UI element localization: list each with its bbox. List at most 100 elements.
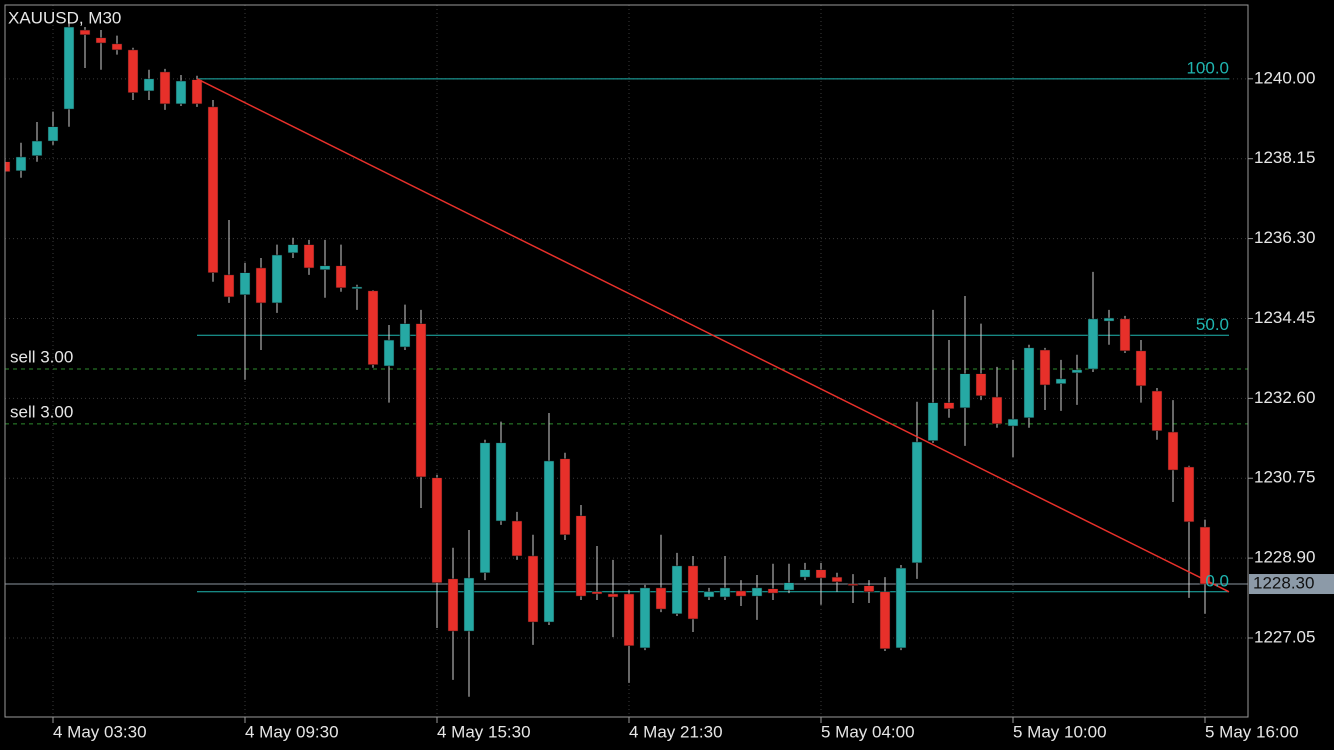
candle-body[interactable] (463, 577, 475, 632)
candle-body[interactable] (143, 78, 155, 92)
candle-body[interactable] (623, 593, 635, 647)
candle-body[interactable] (751, 587, 763, 597)
candle-body[interactable] (847, 583, 859, 586)
y-tick-label: 1234.45 (1254, 308, 1315, 327)
candle-body[interactable] (15, 156, 27, 172)
order-label: sell 3.00 (10, 402, 73, 421)
candle-body[interactable] (575, 515, 587, 597)
x-tick-label: 4 May 15:30 (437, 722, 531, 741)
candle-body[interactable] (511, 520, 523, 557)
x-tick-label: 4 May 21:30 (629, 722, 723, 741)
candle-body[interactable] (399, 323, 411, 348)
y-tick-label: 1232.60 (1254, 388, 1315, 407)
candle-body[interactable] (303, 244, 315, 269)
candle-body[interactable] (783, 582, 795, 591)
candle-body[interactable] (559, 458, 571, 536)
candle-body[interactable] (31, 140, 43, 156)
candle-body[interactable] (719, 587, 731, 598)
candle-body[interactable] (607, 593, 619, 598)
candle-body[interactable] (1199, 526, 1211, 585)
order-label: sell 3.00 (10, 347, 73, 366)
current-price-label: 1228.30 (1253, 573, 1314, 592)
axes: 1227.05 1228.90 1230.75 1232.60 1234.45 1236.… (10, 58, 1334, 741)
candle-body[interactable] (63, 26, 75, 110)
candle-body[interactable] (239, 272, 251, 295)
x-tick-label: 4 May 03:30 (53, 722, 147, 741)
candle-body[interactable] (543, 460, 555, 623)
candle-body[interactable] (431, 477, 443, 583)
candle-body[interactable] (319, 265, 331, 270)
candle-body[interactable] (815, 569, 827, 579)
candle-body[interactable] (175, 80, 187, 105)
plot-frame (4, 4, 1249, 718)
fibo-level-label: 0.0 (1205, 571, 1229, 590)
y-tick-label: 1240.00 (1254, 68, 1315, 87)
candle-body[interactable] (447, 578, 459, 632)
candle-body[interactable] (831, 576, 843, 583)
candle-body[interactable] (591, 591, 603, 595)
candle-body[interactable] (495, 442, 507, 522)
candle-body[interactable] (351, 286, 363, 289)
fibo-trend-line[interactable] (196, 78, 1230, 593)
candle-body[interactable] (79, 29, 91, 36)
candle-body[interactable] (1119, 318, 1131, 352)
candle-body[interactable] (95, 37, 107, 44)
candle-body[interactable] (1167, 431, 1179, 471)
x-tick-label: 4 May 09:30 (245, 722, 339, 741)
candle-body[interactable] (735, 590, 747, 597)
candle-body[interactable] (703, 591, 715, 598)
candle-body[interactable] (367, 290, 379, 365)
plot-area[interactable] (0, 19, 1248, 697)
candle-body[interactable] (1087, 318, 1099, 370)
candle-body[interactable] (1151, 390, 1163, 431)
candle-body[interactable] (1071, 369, 1083, 374)
candle-body[interactable] (287, 244, 299, 254)
candle-body[interactable] (975, 373, 987, 397)
candle-body[interactable] (383, 339, 395, 367)
candle-body[interactable] (111, 43, 123, 51)
candle-body[interactable] (223, 274, 235, 298)
candle-body[interactable] (47, 126, 59, 142)
candle-body[interactable] (687, 565, 699, 620)
candle-body[interactable] (1039, 349, 1051, 386)
candle-body[interactable] (671, 565, 683, 615)
candle-body[interactable] (927, 402, 939, 441)
candle-body[interactable] (271, 254, 283, 304)
candle-body[interactable] (255, 267, 267, 304)
candle-body[interactable] (959, 373, 971, 409)
candle-body[interactable] (1183, 466, 1195, 523)
candle-body[interactable] (127, 49, 139, 93)
candle-body[interactable] (527, 555, 539, 623)
candle-body[interactable] (159, 71, 171, 105)
candle-body[interactable] (863, 585, 875, 593)
candle-body[interactable] (191, 79, 203, 105)
x-tick-label: 5 May 04:00 (821, 722, 915, 741)
candle-body[interactable] (895, 567, 907, 649)
candle-body[interactable] (991, 396, 1003, 425)
fibo-level-label: 50.0 (1196, 315, 1229, 334)
y-tick-label: 1227.05 (1254, 627, 1315, 646)
candle-body[interactable] (639, 587, 651, 649)
candle-body[interactable] (943, 402, 955, 409)
candle-body[interactable] (415, 323, 427, 478)
candle-body[interactable] (655, 587, 667, 610)
x-tick-label: 5 May 16:00 (1205, 722, 1299, 741)
y-tick-label: 1236.30 (1254, 228, 1315, 247)
candle-body[interactable] (1007, 418, 1019, 427)
candle-body[interactable] (207, 106, 219, 273)
candle-body[interactable] (1023, 347, 1035, 419)
candle-body[interactable] (1135, 350, 1147, 387)
candle-body[interactable] (0, 161, 11, 172)
candle-body[interactable] (879, 591, 891, 650)
candle-body[interactable] (479, 442, 491, 574)
candle-body[interactable] (1055, 378, 1067, 384)
candle-body[interactable] (911, 441, 923, 564)
candle-body[interactable] (1103, 317, 1115, 322)
candle-body[interactable] (767, 588, 779, 594)
candle-body[interactable] (335, 265, 347, 289)
candle-body[interactable] (799, 569, 811, 578)
chart-title: XAUUSD, M30 (8, 8, 121, 27)
